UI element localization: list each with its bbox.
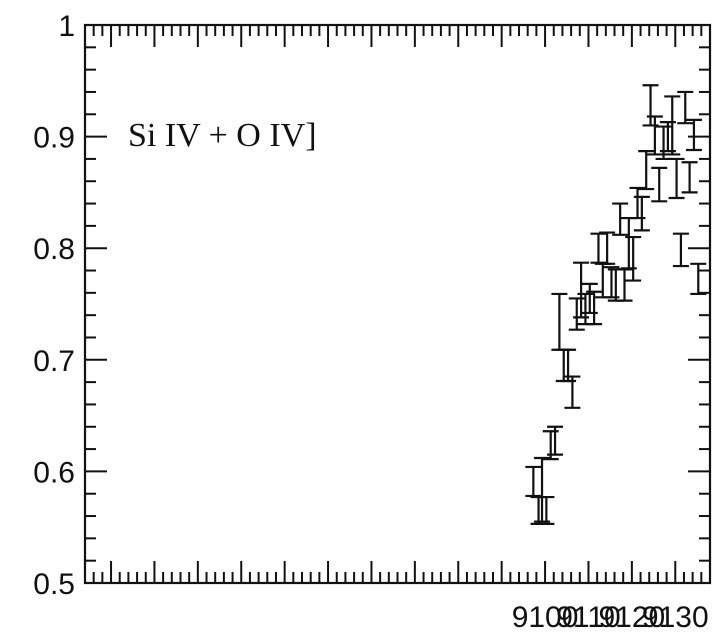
error-bar [642, 84, 659, 127]
error-bars [525, 84, 707, 525]
error-bar [625, 235, 642, 282]
y-tick-label: 0.7 [33, 345, 75, 378]
error-bar [668, 157, 685, 200]
error-bar [607, 268, 624, 302]
y-tick-label: 0.9 [33, 122, 75, 155]
x-tick-label: 9130 [642, 601, 709, 634]
y-tick-label: 1 [58, 10, 75, 43]
y-tick-labels: 0.5 0.6 0.7 0.8 0.9 1 [33, 10, 75, 601]
error-bar [599, 231, 616, 265]
error-bar [629, 186, 646, 220]
x-tick-label: 9100 [512, 601, 579, 634]
error-bar [672, 232, 689, 268]
error-bar [538, 495, 555, 525]
error-bar [586, 290, 603, 326]
error-bar [681, 161, 698, 194]
error-bar [620, 216, 637, 270]
error-bar [603, 266, 620, 299]
error-bar [573, 261, 590, 319]
x-tick-label: 9120 [599, 601, 666, 634]
error-bar [530, 495, 547, 525]
y-tick-label: 0.8 [33, 233, 75, 266]
error-bar [633, 195, 650, 232]
error-bar [612, 202, 629, 236]
error-bar [664, 95, 681, 156]
error-bar [646, 115, 663, 156]
plot-frame [83, 23, 712, 585]
error-bar [551, 292, 568, 351]
error-bar [651, 166, 668, 203]
error-bar [616, 268, 633, 302]
y-tick-label: 0.5 [33, 568, 75, 601]
error-bar [690, 262, 707, 296]
x-tick-label: 9110 [556, 601, 621, 634]
error-bar [590, 232, 607, 264]
axis-ticks [85, 24, 710, 584]
error-bar [564, 375, 581, 409]
error-bar [547, 425, 564, 456]
y-tick-label: 0.6 [33, 456, 75, 489]
error-bar [677, 90, 694, 125]
error-bar [525, 465, 542, 498]
error-bar [685, 118, 702, 152]
spectral-line-annotation: Si IV + O IV] [128, 117, 317, 154]
error-bar [638, 150, 655, 191]
